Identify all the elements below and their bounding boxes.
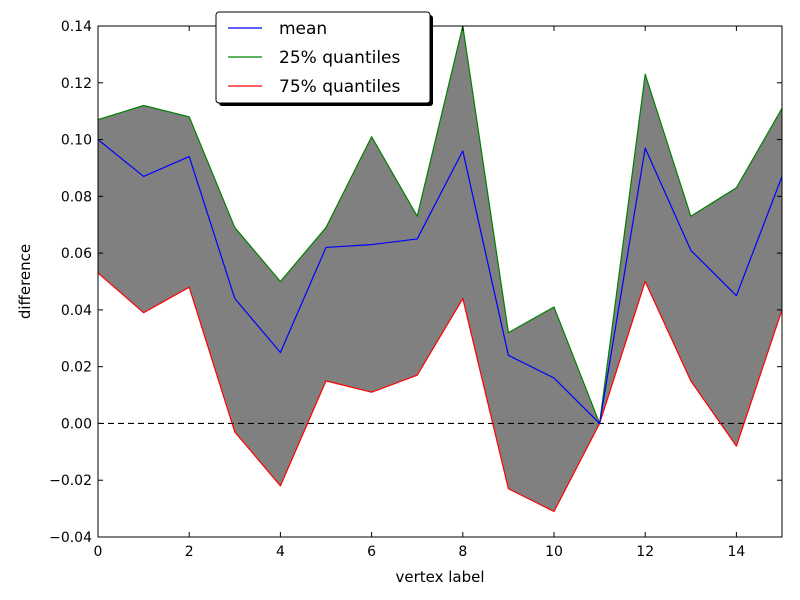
legend-label: 75% quantiles xyxy=(279,77,401,97)
series-line-75-quantiles xyxy=(98,272,782,513)
y-tick-label: 0.14 xyxy=(61,19,92,35)
x-tick-label: 2 xyxy=(185,544,194,560)
y-tick-label: 0.02 xyxy=(61,360,92,376)
legend: mean 25% quantiles 75% quantiles xyxy=(215,11,433,106)
y-tick-label: 0.06 xyxy=(61,246,92,262)
y-tick-label: 0.12 xyxy=(61,76,92,92)
y-axis-ticks: −0.04 −0.02 0.00 0.02 0.04 0.06 0.08 0.10 0.12 0.… xyxy=(49,19,782,546)
y-tick-label: 0.10 xyxy=(61,133,92,149)
series-line-mean xyxy=(98,139,782,425)
legend-box xyxy=(215,11,431,104)
y-tick-label: 0.00 xyxy=(61,416,92,432)
series-layer xyxy=(98,26,782,513)
x-tick-label: 12 xyxy=(636,544,654,560)
legend-label: mean xyxy=(279,19,327,39)
x-axis-ticks: 0 2 4 6 8 10 12 14 xyxy=(94,26,745,560)
y-tick-label: −0.02 xyxy=(49,473,92,489)
y-axis-label: difference xyxy=(16,244,34,319)
x-tick-label: 10 xyxy=(545,544,563,560)
legend-label: 25% quantiles xyxy=(279,48,401,68)
series-line-25-quantiles xyxy=(98,26,782,425)
x-axis-label: vertex label xyxy=(395,568,484,586)
y-tick-label: −0.04 xyxy=(49,530,92,546)
x-tick-label: 6 xyxy=(367,544,376,560)
x-tick-label: 4 xyxy=(276,544,285,560)
x-tick-label: 14 xyxy=(727,544,745,560)
x-tick-label: 8 xyxy=(458,544,467,560)
plot-area xyxy=(98,26,782,513)
quantile-fill-band xyxy=(98,26,782,512)
x-tick-label: 0 xyxy=(94,544,103,560)
legend-entries: mean 25% quantiles 75% quantiles xyxy=(228,19,401,97)
y-tick-label: 0.04 xyxy=(61,303,92,319)
y-tick-label: 0.08 xyxy=(61,189,92,205)
plot-frame xyxy=(97,25,783,538)
